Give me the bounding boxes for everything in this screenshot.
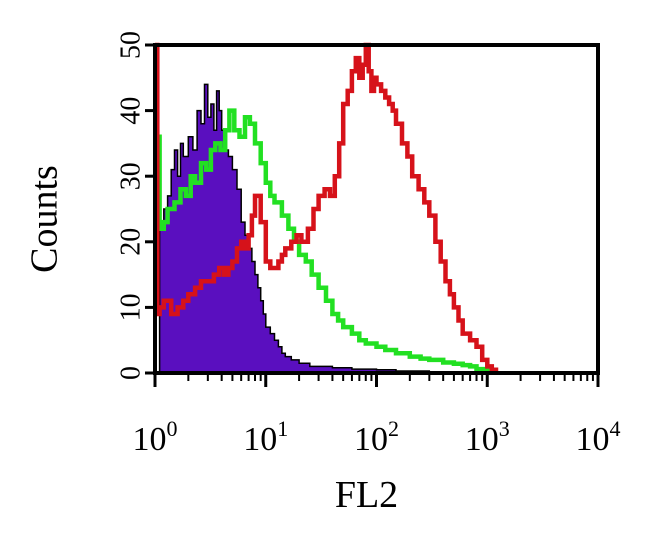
series-layer	[155, 42, 499, 374]
x-tick-label: 103	[465, 416, 510, 458]
y-tick-label: 40	[115, 97, 146, 125]
x-tick-label: 104	[576, 416, 621, 458]
series-1-line	[155, 108, 490, 372]
y-tick-label: 10	[115, 293, 146, 321]
series-0-area	[157, 83, 489, 374]
y-tick-label: 50	[115, 31, 146, 59]
y-tick-label: 0	[115, 366, 146, 380]
y-tick-label: 20	[115, 228, 146, 256]
ticks-layer: 0 10 20 30 40 50 100 101 102 103 104	[115, 31, 620, 458]
y-axis-title: Counts	[24, 165, 66, 273]
x-tick-label: 100	[133, 416, 178, 458]
x-axis-title: FL2	[335, 474, 398, 516]
x-tick-label: 102	[354, 416, 399, 458]
x-tick-label: 101	[243, 416, 288, 458]
y-tick-label: 30	[115, 162, 146, 190]
series-2-line	[155, 42, 499, 373]
